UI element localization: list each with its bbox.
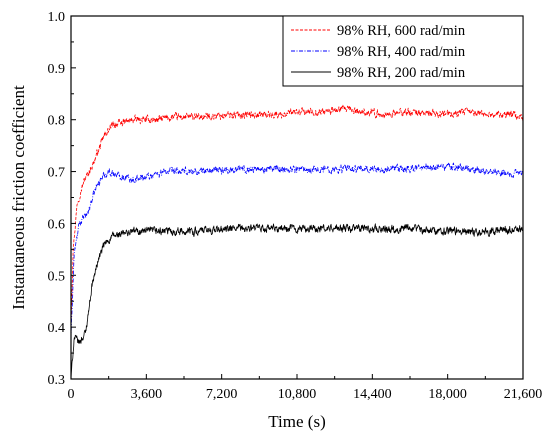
- series-layer: [70, 104, 524, 380]
- y-tick-label: 0.3: [48, 373, 66, 388]
- x-tick-label: 7,200: [206, 387, 238, 402]
- series-line-2: [70, 162, 524, 339]
- y-axis-label: Instantaneous friction coefficient: [9, 85, 28, 310]
- legend: 98% RH, 600 rad/min 98% RH, 400 rad/min 98…: [282, 15, 524, 87]
- x-axis: 0 3,600 7,200 10,800 14,400 18,000 21,600: [68, 374, 543, 402]
- x-tick-label: 21,600: [504, 387, 543, 402]
- x-axis-label: Time (s): [268, 412, 325, 431]
- y-tick-label: 0.7: [48, 166, 66, 181]
- y-axis: 0.3 0.4 0.5 0.6 0.7 0.8 0.9 1.0: [48, 10, 76, 388]
- x-tick-label: 18,000: [428, 387, 467, 402]
- series-line-3: [70, 223, 524, 380]
- legend-label-2: 98% RH, 400 rad/min: [337, 44, 466, 60]
- y-tick-label: 0.5: [48, 269, 66, 284]
- legend-label-1: 98% RH, 600 rad/min: [337, 23, 466, 39]
- legend-label-3: 98% RH, 200 rad/min: [337, 65, 466, 81]
- y-tick-label: 0.6: [48, 217, 66, 232]
- y-tick-label: 0.9: [48, 62, 66, 77]
- x-tick-label: 3,600: [131, 387, 163, 402]
- x-tick-label: 14,400: [353, 387, 392, 402]
- y-tick-label: 1.0: [48, 10, 66, 25]
- x-tick-label: 10,800: [278, 387, 317, 402]
- y-tick-label: 0.8: [48, 114, 66, 129]
- x-tick-label: 0: [68, 387, 75, 402]
- y-tick-label: 0.4: [48, 321, 66, 336]
- series-line-1: [70, 104, 524, 324]
